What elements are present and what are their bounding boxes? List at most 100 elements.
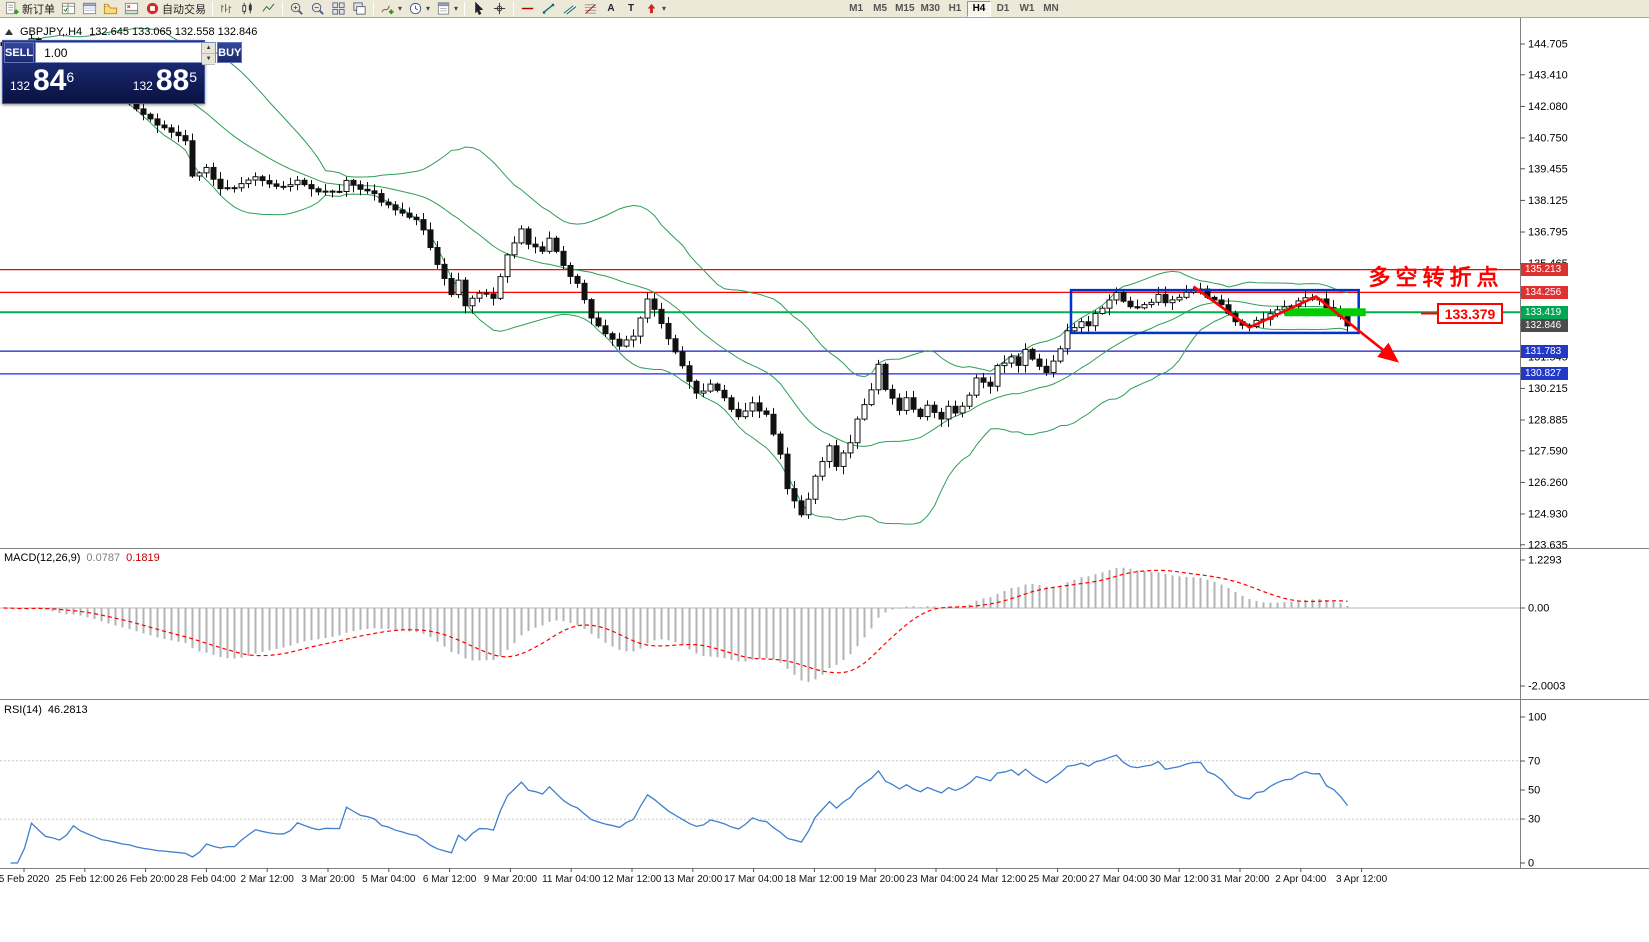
trendline-icon	[542, 3, 555, 14]
buy-button[interactable]: BUY	[217, 42, 243, 63]
toolbar-separator	[212, 1, 213, 16]
text-tool-icon: A	[607, 3, 615, 14]
macd-axis-label: 0.00	[1528, 603, 1549, 615]
candlestick-chart-button[interactable]	[237, 0, 258, 17]
price-axis-label: 128.885	[1528, 415, 1568, 427]
templates-button[interactable]: ▾	[433, 0, 461, 17]
tf-m5-button[interactable]: M5	[868, 1, 892, 17]
price-axis-label: 127.590	[1528, 445, 1568, 457]
tf-m1-button[interactable]: M1	[844, 1, 868, 17]
volume-input[interactable]	[36, 43, 202, 62]
volume-up-button[interactable]: ▲	[202, 43, 216, 54]
arrow-shape-icon	[647, 3, 656, 14]
price-axis-label: 131.545	[1528, 351, 1568, 363]
tile-windows-icon	[332, 2, 345, 15]
timeframe-toolbar: M1 M5 M15 M30 H1 H4 D1 W1 MN	[844, 0, 1063, 17]
cascade-windows-icon	[353, 2, 366, 15]
price-axis-label: 138.125	[1528, 195, 1568, 207]
macd-histogram	[9, 567, 1349, 683]
navigator-button[interactable]	[100, 0, 121, 17]
rsi-axis-label: 70	[1528, 756, 1540, 768]
price-axis-label: 140.750	[1528, 133, 1568, 145]
candlestick-chart-icon	[242, 2, 252, 15]
zoom-in-button[interactable]	[286, 0, 307, 17]
autotrading-button[interactable]: 自动交易	[142, 0, 209, 17]
line-chart-button[interactable]	[258, 0, 279, 17]
price-axis-label: 130.215	[1528, 383, 1568, 395]
bollinger-upper-band	[31, 27, 1348, 378]
volume-down-button[interactable]: ▼	[202, 54, 216, 65]
price-axis-label: 139.455	[1528, 163, 1568, 175]
toolbar-separator	[464, 1, 466, 16]
text-label-tool-button[interactable]: T	[621, 0, 641, 17]
channel-icon	[563, 5, 577, 15]
trendline-tool-button[interactable]	[538, 0, 559, 17]
price-axis-label: 135.465	[1528, 258, 1568, 270]
market-watch-button[interactable]	[58, 0, 79, 17]
crosshair-button[interactable]	[489, 0, 510, 17]
trend-zigzag-arrow[interactable]	[1192, 285, 1400, 363]
arrows-tool-button[interactable]: ▾	[641, 0, 669, 17]
price-axis-label: 143.410	[1528, 69, 1568, 81]
zoom-out-icon	[311, 2, 324, 15]
terminal-button[interactable]	[121, 0, 142, 17]
dropdown-icon: ▾	[662, 4, 667, 13]
rsi-line	[10, 754, 1349, 864]
price-axis-label: 124.930	[1528, 509, 1568, 521]
text-label-icon: T	[627, 3, 635, 14]
fibonacci-tool-button[interactable]	[580, 0, 601, 17]
text-tool-button[interactable]: A	[601, 0, 621, 17]
toolbar-separator	[282, 1, 283, 16]
channel-tool-button[interactable]	[559, 0, 580, 17]
price-axis-label: 136.795	[1528, 227, 1568, 239]
new-order-icon	[5, 1, 19, 15]
toolbar-separator	[513, 1, 515, 16]
price-axis-label: 132.875	[1528, 320, 1568, 332]
price-axis-label: 134.170	[1528, 289, 1568, 301]
cursor-button[interactable]	[468, 0, 489, 17]
sell-button[interactable]: SELL	[4, 42, 35, 63]
bar-chart-button[interactable]	[216, 0, 237, 17]
bar-chart-icon	[221, 3, 232, 14]
tf-mn-button[interactable]: MN	[1039, 1, 1063, 17]
tf-h1-button[interactable]: H1	[943, 1, 967, 17]
tf-h4-button[interactable]: H4	[966, 0, 991, 17]
tf-m15-button[interactable]: M15	[892, 1, 917, 17]
macd-axis-label: -2.0003	[1528, 681, 1565, 693]
line-chart-icon	[262, 3, 275, 12]
horizontal-line-icon	[521, 7, 534, 10]
zoom-in-icon	[290, 2, 303, 15]
add-indicator-button[interactable]: ▾	[377, 0, 405, 17]
tf-m30-button[interactable]: M30	[918, 1, 943, 17]
add-indicator-icon	[381, 5, 394, 15]
toolbar-separator	[373, 1, 374, 16]
horizontal-line-tool-button[interactable]	[517, 0, 538, 17]
rsi-axis-label: 30	[1528, 814, 1540, 826]
template-icon	[437, 2, 450, 15]
volume-control: ▲ ▼	[35, 42, 217, 65]
data-window-button[interactable]	[79, 0, 100, 17]
cascade-windows-button[interactable]	[349, 0, 370, 17]
tf-w1-button[interactable]: W1	[1015, 1, 1039, 17]
terminal-icon	[124, 2, 139, 15]
price-axis-label: 123.635	[1528, 539, 1568, 551]
rsi-axis-label: 50	[1528, 785, 1540, 797]
price-axis-label: 144.705	[1528, 39, 1568, 51]
panel-collapse-icon[interactable]	[5, 29, 13, 35]
dropdown-icon: ▾	[426, 4, 431, 13]
main-toolbar: 新订单 自动交易 ▾ ▾ ▾ A T ▾ M1	[0, 0, 1649, 18]
macd-axis-label: 1.2293	[1528, 555, 1562, 567]
price-axis-label: 142.080	[1528, 101, 1568, 113]
rsi-axis-label: 100	[1528, 712, 1546, 724]
zoom-out-button[interactable]	[307, 0, 328, 17]
tf-d1-button[interactable]: D1	[991, 1, 1015, 17]
periods-button[interactable]: ▾	[405, 0, 433, 17]
cursor-icon	[475, 1, 484, 16]
new-order-button[interactable]: 新订单	[2, 0, 58, 17]
dropdown-icon: ▾	[454, 4, 459, 13]
clock-icon	[409, 2, 422, 15]
tile-windows-button[interactable]	[328, 0, 349, 17]
support-highlight-bar[interactable]	[1284, 308, 1366, 317]
